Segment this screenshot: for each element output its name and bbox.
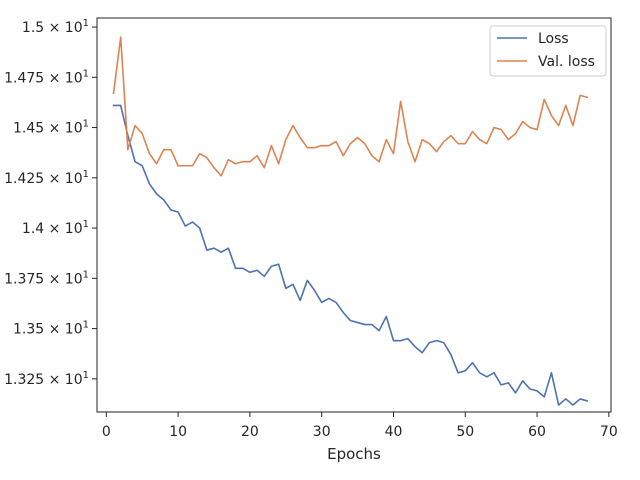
y-tick-label: 1.475 × 101: [4, 68, 89, 86]
x-tick-label: 70: [600, 424, 618, 440]
x-tick-label: 10: [169, 424, 187, 440]
y-tick-label: 1.425 × 101: [4, 169, 89, 187]
x-tick-label: 50: [456, 424, 474, 440]
legend-label-val-loss: Val. loss: [538, 54, 595, 70]
y-axis: 1.325 × 101 1.35 × 101 1.375 × 101 1.4 × 10…: [4, 18, 97, 388]
plot-frame: [96, 17, 612, 413]
y-tick-label: 1.4 × 101: [22, 219, 89, 237]
y-tick-label: 1.375 × 101: [4, 269, 89, 287]
y-tick-label: 1.45 × 101: [13, 119, 89, 137]
y-tick-label: 1.35 × 101: [13, 320, 89, 338]
x-tick-label: 40: [385, 424, 403, 440]
legend: Loss Val. loss: [489, 25, 607, 77]
y-tick-label: 1.325 × 101: [4, 370, 89, 388]
y-tick-label: 1.5 × 101: [22, 18, 89, 36]
x-tick-label: 0: [102, 424, 111, 440]
legend-label-loss: Loss: [538, 31, 569, 47]
x-tick-label: 30: [313, 424, 331, 440]
x-tick-label: 60: [528, 424, 546, 440]
x-axis-label: Epochs: [327, 445, 381, 463]
series-line-val-loss: [112, 36, 589, 177]
series-line-loss: [112, 104, 589, 406]
x-tick-label: 20: [241, 424, 259, 440]
series-layer: [112, 36, 589, 406]
x-axis: 0 10 20 30 40 50 60 70: [102, 412, 618, 440]
